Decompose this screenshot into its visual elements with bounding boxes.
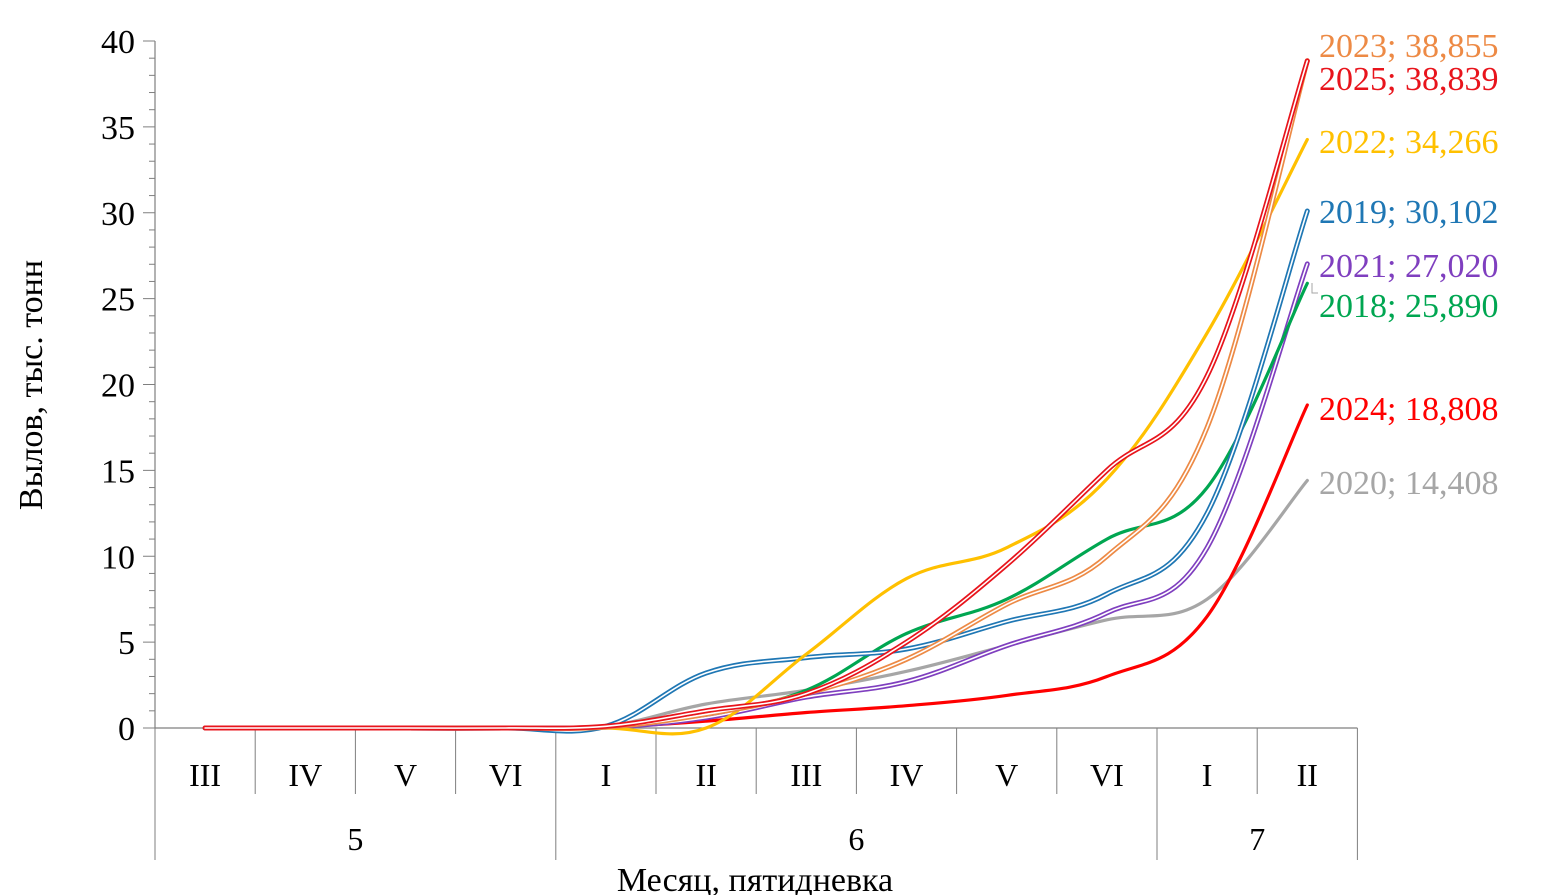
end-label-2023: 2023; 38,855: [1319, 28, 1498, 65]
end-label-2022: 2022; 34,266: [1319, 124, 1498, 161]
end-label-2018: 2018; 25,890: [1319, 288, 1498, 325]
y-tick-label: 0: [118, 711, 135, 748]
end-label-2019: 2019; 30,102: [1319, 194, 1498, 231]
y-tick-label: 10: [101, 539, 135, 576]
series-line-inner-2025: [204, 60, 1309, 729]
x-tick-label: I: [601, 757, 612, 793]
x-axis: III IV V VI I II III IV V VI I II5 6 7: [154, 727, 1358, 860]
end-label-2020: 2020; 14,408: [1319, 465, 1498, 502]
y-tick-label: 40: [101, 24, 135, 61]
x-tick-label: V: [995, 757, 1018, 793]
y-tick-label: 5: [118, 625, 135, 662]
y-tick-label: 20: [101, 368, 135, 405]
label-leader-line: [1311, 283, 1318, 294]
x-tick-label: VI: [489, 757, 523, 793]
series-layer: [202, 58, 1310, 736]
x-tick-label: III: [189, 757, 221, 793]
x-tick-label: I: [1202, 757, 1213, 793]
y-tick-label: 25: [101, 282, 135, 319]
x-axis-title: Месяц, пятидневка: [617, 862, 893, 895]
end-label-layer: 2018; 25,890 2019; 30,102 2020; 14,408 2021…: [1311, 28, 1498, 502]
end-label-2024: 2024; 18,808: [1319, 391, 1498, 428]
x-tick-label: IV: [890, 757, 924, 793]
x-tick-label: VI: [1090, 757, 1124, 793]
x-group-label: 6: [848, 821, 864, 857]
x-tick-label: II: [1297, 757, 1318, 793]
x-tick-label: V: [394, 757, 417, 793]
y-tick-label: 30: [101, 196, 135, 233]
x-group-label: 5: [347, 821, 363, 857]
end-label-2025: 2025; 38,839: [1319, 61, 1498, 98]
x-group-label: 7: [1249, 821, 1265, 857]
end-label-2021: 2021; 27,020: [1319, 248, 1498, 285]
x-tick-label: III: [790, 757, 822, 793]
x-tick-label: IV: [288, 757, 322, 793]
x-tick-label: II: [695, 757, 716, 793]
y-tick-label: 15: [101, 453, 135, 490]
y-axis-title: Вылов, тыс. тонн: [13, 260, 50, 510]
y-axis: 0 5 10 15 20 25 30 35 40: [101, 24, 156, 748]
y-tick-label: 35: [101, 110, 135, 147]
